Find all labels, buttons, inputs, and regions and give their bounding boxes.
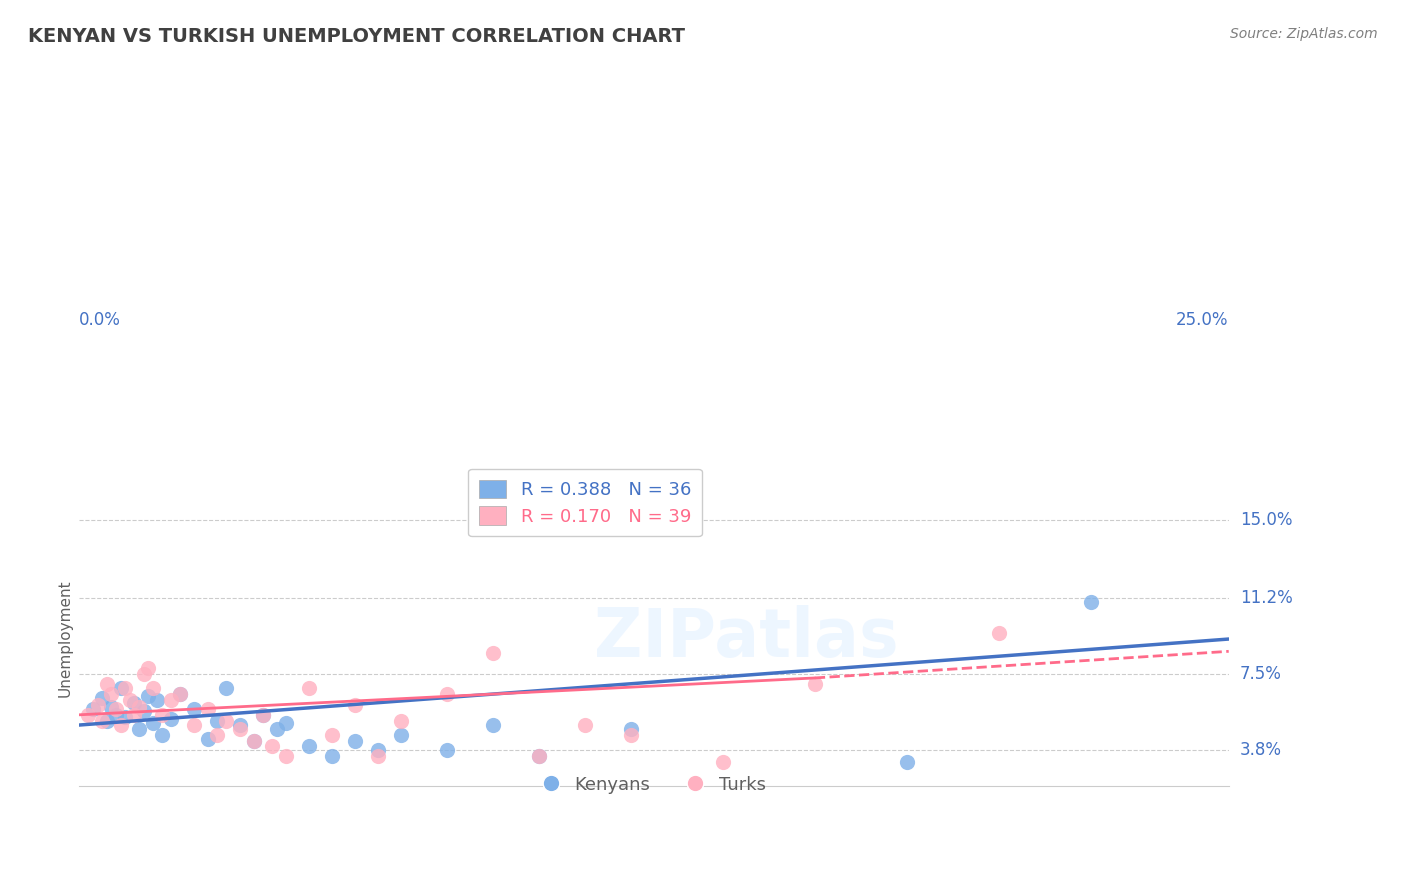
Point — [987, 626, 1010, 640]
Point — [160, 712, 183, 726]
Point — [896, 755, 918, 769]
Point — [243, 734, 266, 748]
Point — [150, 707, 173, 722]
Point — [77, 707, 100, 722]
Point — [274, 748, 297, 763]
Text: 15.0%: 15.0% — [1240, 511, 1292, 529]
Point — [132, 666, 155, 681]
Point — [104, 707, 127, 722]
Point — [169, 687, 191, 701]
Point — [252, 707, 274, 722]
Point — [215, 681, 238, 696]
Point — [136, 690, 159, 704]
Point — [574, 718, 596, 732]
Point — [436, 742, 458, 756]
Point — [124, 696, 146, 710]
Point — [321, 748, 343, 763]
Point — [205, 728, 228, 742]
Point — [527, 748, 550, 763]
Text: 3.8%: 3.8% — [1240, 740, 1282, 758]
Point — [183, 701, 205, 715]
Point — [104, 701, 127, 715]
Point — [344, 698, 367, 712]
Point — [100, 687, 122, 701]
Point — [298, 681, 321, 696]
Point — [183, 718, 205, 732]
Point — [711, 755, 734, 769]
Point — [197, 701, 219, 715]
Point — [620, 728, 643, 742]
Point — [82, 701, 104, 715]
Point — [252, 707, 274, 722]
Point — [118, 693, 141, 707]
Point — [367, 748, 389, 763]
Text: 11.2%: 11.2% — [1240, 589, 1292, 607]
Point — [367, 742, 389, 756]
Point — [482, 646, 505, 660]
Text: 0.0%: 0.0% — [79, 311, 121, 329]
Point — [298, 739, 321, 753]
Point — [389, 714, 412, 728]
Point — [620, 722, 643, 736]
Point — [96, 714, 118, 728]
Point — [86, 698, 108, 712]
Point — [169, 687, 191, 701]
Text: 25.0%: 25.0% — [1177, 311, 1229, 329]
Point — [96, 677, 118, 691]
Point — [142, 716, 165, 731]
Point — [344, 734, 367, 748]
Point — [527, 748, 550, 763]
Point — [110, 681, 132, 696]
Text: Source: ZipAtlas.com: Source: ZipAtlas.com — [1230, 27, 1378, 41]
Point — [262, 739, 284, 753]
Point — [1080, 595, 1102, 609]
Point — [215, 714, 238, 728]
Point — [274, 716, 297, 731]
Point — [91, 691, 114, 706]
Point — [150, 728, 173, 742]
Point — [229, 722, 252, 736]
Point — [804, 677, 827, 691]
Point — [160, 693, 183, 707]
Point — [436, 687, 458, 701]
Point — [114, 710, 136, 724]
Point — [389, 728, 412, 742]
Point — [146, 693, 169, 707]
Point — [136, 661, 159, 675]
Point — [205, 714, 228, 728]
Point — [114, 681, 136, 696]
Y-axis label: Unemployment: Unemployment — [58, 579, 72, 697]
Point — [91, 714, 114, 728]
Text: 7.5%: 7.5% — [1240, 665, 1282, 683]
Point — [128, 722, 150, 736]
Point — [229, 718, 252, 732]
Point — [128, 699, 150, 714]
Point — [142, 681, 165, 696]
Point — [110, 718, 132, 732]
Point — [132, 704, 155, 718]
Text: KENYAN VS TURKISH UNEMPLOYMENT CORRELATION CHART: KENYAN VS TURKISH UNEMPLOYMENT CORRELATI… — [28, 27, 685, 45]
Legend: Kenyans, Turks: Kenyans, Turks — [534, 769, 773, 801]
Point — [321, 728, 343, 742]
Point — [124, 707, 146, 722]
Point — [197, 732, 219, 747]
Point — [266, 722, 288, 736]
Point — [100, 699, 122, 714]
Point — [482, 718, 505, 732]
Point — [243, 734, 266, 748]
Text: ZIPatlas: ZIPatlas — [593, 605, 898, 671]
